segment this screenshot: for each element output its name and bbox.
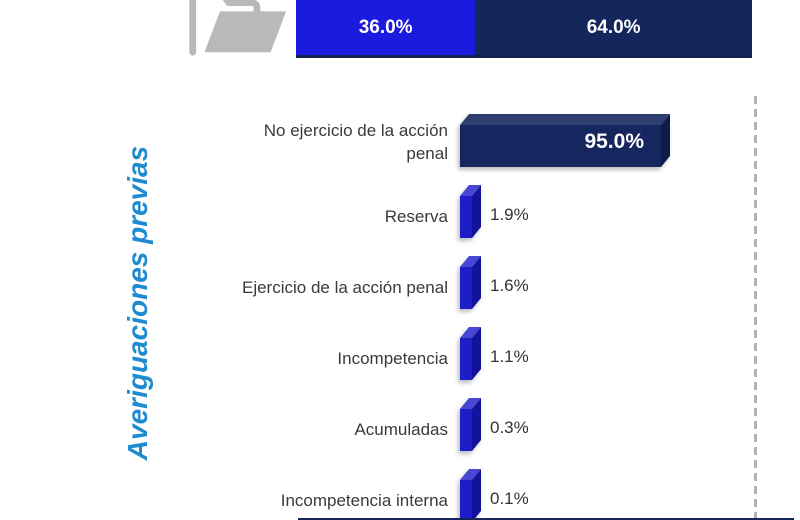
category-label: Acumuladas [354, 420, 448, 440]
bar-ejercicio-accion-penal [460, 256, 481, 309]
stacked-bar-chart: 36.0% 64.0% [296, 0, 752, 58]
segment-36-label: 36.0% [358, 16, 413, 38]
category-label: Reserva [384, 207, 448, 227]
bar-row: Ejercicio de la acción penal 1.6% [0, 247, 800, 318]
bar-row: No ejercicio de la acción penal 95.0% [0, 105, 800, 176]
value-label: 1.6% [490, 275, 529, 295]
value-label: 1.9% [490, 204, 529, 224]
bar-no-ejercicio-accion-penal [460, 114, 670, 167]
value-label: 0.1% [490, 488, 529, 508]
category-label: Incompetencia interna [280, 491, 448, 511]
bar-reserva [460, 185, 481, 238]
bar-incompetencia [460, 327, 481, 380]
bottom-axis-line [298, 518, 794, 520]
bar-row: Reserva 1.9% [0, 176, 800, 247]
bar-acumuladas [460, 398, 481, 451]
value-label: 1.1% [490, 346, 529, 366]
bar-row: Incompetencia 1.1% [0, 318, 800, 389]
bar-row: Incompetencia interna 0.1% [0, 460, 800, 520]
value-label: 95.0% [584, 130, 644, 153]
category-label: Ejercicio de la acción penal [241, 278, 448, 298]
bar-incompetencia-interna [460, 469, 481, 520]
segment-64-percent: 64.0% [475, 0, 752, 55]
open-folder-icon [189, 0, 287, 56]
dashed-guide-line [754, 96, 757, 520]
category-label: No ejercicio de la acción penal [263, 121, 448, 163]
bar-row: Acumuladas 0.3% [0, 389, 800, 460]
value-label: 0.3% [490, 417, 529, 437]
category-label: Incompetencia [337, 349, 448, 369]
segment-36-percent: 36.0% [296, 0, 476, 55]
bar-chart: No ejercicio de la acción penal 95.0% Re… [0, 105, 800, 520]
segment-64-label: 64.0% [586, 16, 641, 38]
